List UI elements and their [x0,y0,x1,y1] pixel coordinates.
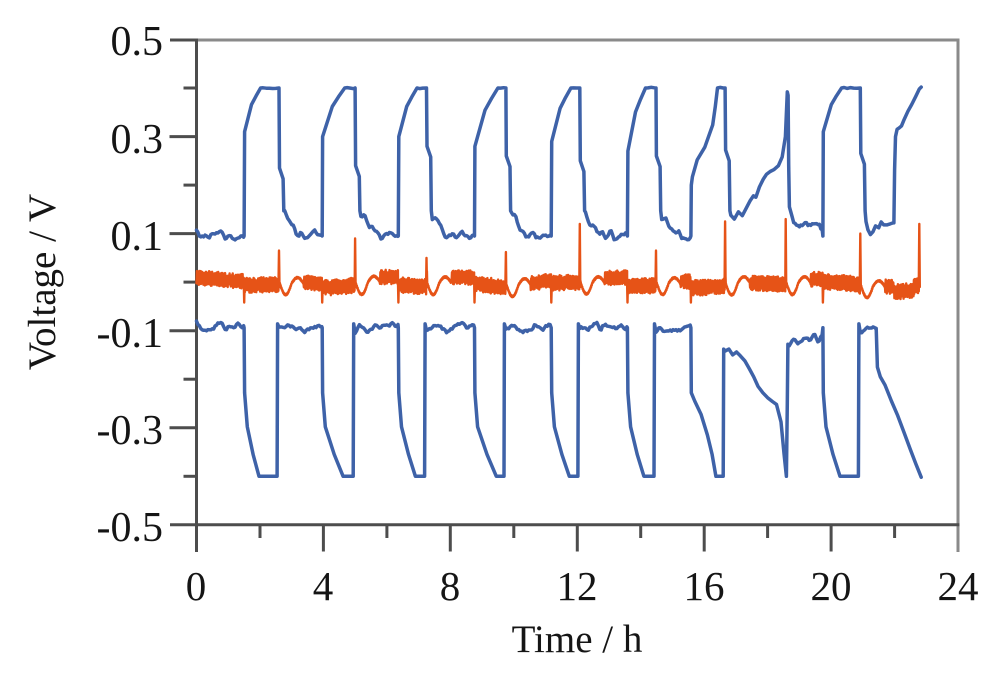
svg-text:Time / h: Time / h [512,618,643,661]
svg-text:0.5: 0.5 [111,19,164,65]
svg-text:24: 24 [938,563,979,609]
svg-text:-0.5: -0.5 [97,505,164,551]
svg-text:20: 20 [811,563,852,609]
svg-text:8: 8 [440,563,461,609]
svg-text:-0.1: -0.1 [97,311,164,357]
svg-text:12: 12 [557,563,598,609]
svg-text:-0.3: -0.3 [97,408,164,454]
svg-text:4: 4 [313,563,334,609]
svg-text:0: 0 [186,563,207,609]
svg-text:0.3: 0.3 [111,117,164,163]
svg-text:16: 16 [684,563,725,609]
svg-text:0.1: 0.1 [111,214,164,260]
svg-text:Voltage / V: Voltage / V [21,194,64,370]
